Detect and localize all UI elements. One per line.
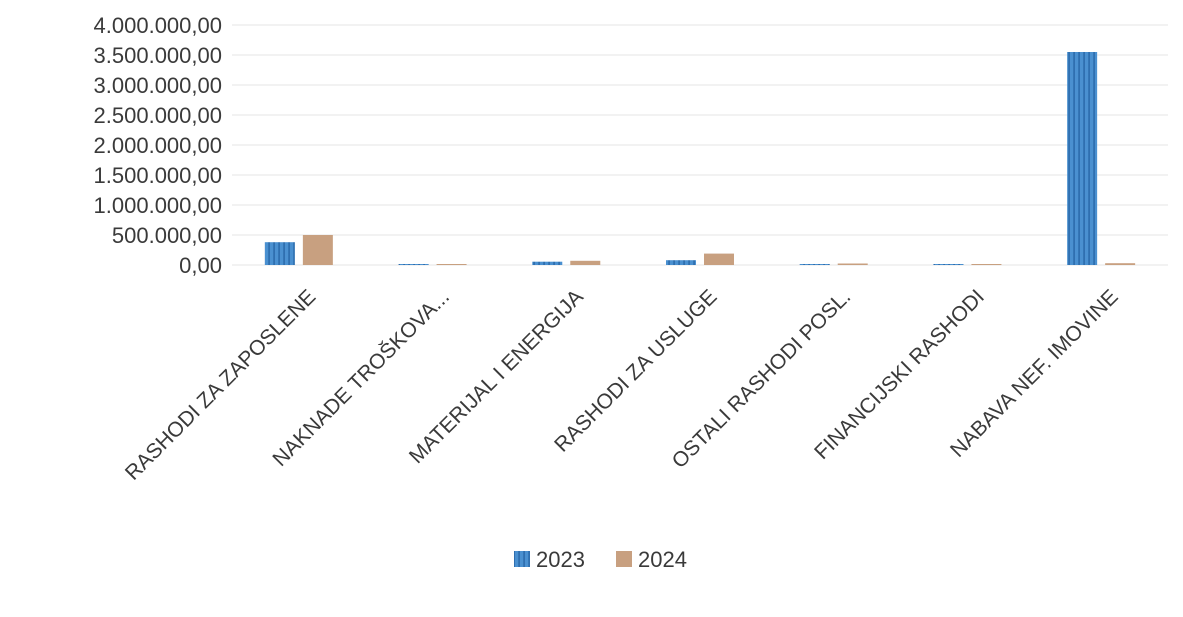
legend-label: 2023 <box>536 547 585 572</box>
bar-2023-2 <box>532 261 563 265</box>
y-tick-label: 4.000.000,00 <box>94 13 222 38</box>
bar-2024-2 <box>570 260 601 265</box>
y-tick-label: 2.000.000,00 <box>94 133 222 158</box>
y-tick-label: 1.500.000,00 <box>94 163 222 188</box>
gridlines <box>232 24 1168 266</box>
bar-2024-4 <box>837 263 868 265</box>
legend-swatch-2024 <box>616 551 632 567</box>
y-tick-label: 500.000,00 <box>112 223 222 248</box>
y-tick-label: 2.500.000,00 <box>94 103 222 128</box>
bar-2023-5 <box>933 264 964 265</box>
bar-2023-0 <box>264 242 295 265</box>
bar-2024-6 <box>1105 263 1136 265</box>
bar-2024-1 <box>436 264 467 265</box>
bar-2024-0 <box>302 235 333 265</box>
bar-2023-1 <box>398 264 429 265</box>
bar-2023-6 <box>1067 52 1098 265</box>
bar-2023-4 <box>799 264 830 265</box>
y-tick-label: 1.000.000,00 <box>94 193 222 218</box>
y-tick-label: 0,00 <box>179 253 222 278</box>
legend-swatch-2023 <box>514 551 530 567</box>
bars <box>264 52 1136 265</box>
y-tick-label: 3.500.000,00 <box>94 43 222 68</box>
bar-2024-5 <box>971 264 1002 265</box>
legend: 2023 2024 <box>514 547 687 572</box>
bar-2023-3 <box>666 260 696 265</box>
legend-label: 2024 <box>638 547 687 572</box>
y-axis: 0,00 500.000,00 1.000.000,00 1.500.000,00 2.… <box>94 13 222 278</box>
y-tick-label: 3.000.000,00 <box>94 73 222 98</box>
bar-2024-3 <box>704 253 734 265</box>
